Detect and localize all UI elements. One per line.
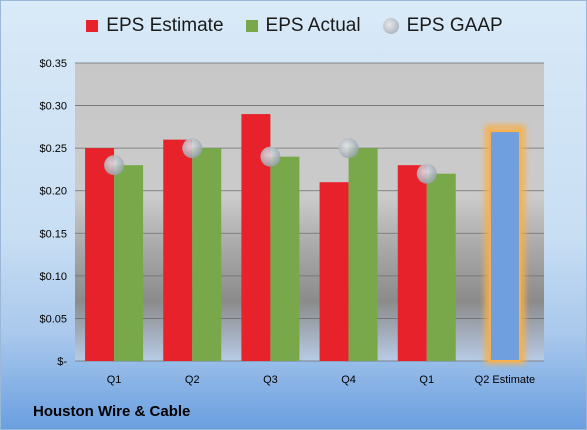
bar-eps-actual bbox=[114, 165, 144, 361]
gaap-markers bbox=[104, 138, 437, 184]
bar-eps-actual bbox=[426, 173, 456, 361]
x-tick-label: Q1 bbox=[107, 374, 122, 386]
bars bbox=[85, 114, 525, 364]
bar-eps-estimate bbox=[163, 139, 193, 361]
legend-label-gaap: EPS GAAP bbox=[406, 15, 503, 36]
x-tick-label: Q3 bbox=[263, 374, 278, 386]
legend-swatch-estimate bbox=[86, 20, 99, 32]
y-tick-label: $0.15 bbox=[39, 228, 67, 240]
y-tick-label: $0.10 bbox=[39, 271, 67, 283]
y-tick-label: $0.30 bbox=[39, 101, 67, 113]
bar-eps-actual bbox=[348, 148, 378, 361]
company-name: Houston Wire & Cable bbox=[33, 403, 191, 420]
legend: EPS Estimate EPS Actual EPS GAAP bbox=[1, 15, 586, 37]
x-axis-ticks: Q1 Q2 Q3 Q4 Q1 Q2 Estimate bbox=[107, 374, 535, 386]
x-tick-label: Q1 bbox=[419, 374, 434, 386]
bar-eps-estimate bbox=[397, 165, 427, 361]
legend-label-actual: EPS Actual bbox=[265, 15, 361, 36]
legend-swatch-actual bbox=[245, 20, 258, 32]
legend-item-estimate: EPS Estimate bbox=[86, 15, 224, 37]
y-tick-label: $0.05 bbox=[39, 313, 67, 325]
x-tick-label: Q4 bbox=[341, 374, 356, 386]
y-tick-label: $- bbox=[57, 356, 67, 368]
x-tick-label: Q2 bbox=[185, 374, 200, 386]
bar-eps-estimate bbox=[85, 148, 115, 361]
legend-label-estimate: EPS Estimate bbox=[106, 15, 224, 36]
y-axis-ticks: $- $0.05 $0.10 $0.15 $0.20 $0.25 $0.30 $0.35 bbox=[39, 58, 67, 368]
marker-eps-gaap bbox=[416, 163, 437, 184]
legend-item-actual: EPS Actual bbox=[245, 15, 361, 37]
plot-area bbox=[75, 63, 544, 361]
marker-eps-gaap bbox=[182, 138, 203, 159]
marker-eps-gaap bbox=[104, 155, 125, 176]
bar-eps-actual bbox=[192, 148, 222, 361]
marker-eps-gaap bbox=[338, 138, 359, 159]
grid-lines bbox=[75, 62, 544, 362]
marker-eps-gaap bbox=[260, 146, 281, 167]
x-tick-label: Q2 Estimate bbox=[475, 374, 536, 386]
bar-eps-estimate bbox=[319, 182, 349, 361]
bar-eps-actual bbox=[270, 156, 300, 361]
y-tick-label: $0.20 bbox=[39, 186, 67, 198]
legend-dot-gaap bbox=[382, 18, 399, 34]
y-tick-label: $0.25 bbox=[39, 143, 67, 155]
legend-item-gaap: EPS GAAP bbox=[382, 15, 503, 37]
bar-q2-estimate bbox=[488, 130, 521, 362]
y-tick-label: $0.35 bbox=[39, 58, 67, 70]
